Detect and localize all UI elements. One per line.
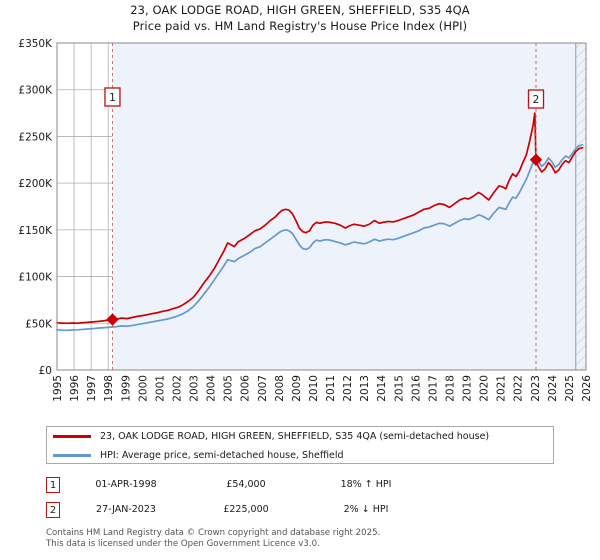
hatched-future-region — [575, 43, 586, 370]
x-axis-tick-labels: 1995 1996 1997 1998 1999 2000 2001 2002 2003 2004… — [52, 375, 593, 402]
table-row[interactable]: 1 01-APR-1998 £54,000 18% ↑ HPI — [46, 472, 554, 497]
y-axis-tick-labels: £0 £50K £100K £150K £200K £250K £300K £350K — [18, 38, 53, 377]
svg-text:2: 2 — [533, 94, 540, 106]
svg-text:2026: 2026 — [581, 375, 593, 402]
svg-text:£100K: £100K — [18, 272, 53, 284]
transactions-table: 1 01-APR-1998 £54,000 18% ↑ HPI 2 27-JAN… — [46, 472, 554, 522]
svg-text:2012: 2012 — [342, 375, 354, 402]
copyright-footer: Contains HM Land Registry data © Crown c… — [46, 528, 586, 550]
svg-text:2000: 2000 — [137, 375, 149, 402]
legend-label-hpi: HPI: Average price, semi-detached house,… — [100, 450, 344, 461]
transaction-badge-2: 2 — [46, 501, 60, 518]
transaction-badge-1: 1 — [46, 476, 60, 493]
transaction-hpi-delta-1: 18% ↑ HPI — [340, 479, 392, 490]
svg-text:1998: 1998 — [103, 375, 115, 402]
svg-text:2001: 2001 — [154, 375, 166, 402]
chart-legend: 23, OAK LODGE ROAD, HIGH GREEN, SHEFFIEL… — [46, 426, 554, 464]
svg-text:2016: 2016 — [410, 375, 422, 402]
transaction-date-2: 27-JAN-2023 — [96, 504, 156, 515]
svg-text:£300K: £300K — [18, 85, 53, 97]
svg-text:2009: 2009 — [291, 375, 303, 402]
svg-text:2003: 2003 — [189, 375, 201, 402]
svg-text:2013: 2013 — [359, 375, 371, 402]
svg-text:£200K: £200K — [18, 178, 53, 190]
axes — [56, 42, 587, 371]
svg-text:£350K: £350K — [18, 38, 53, 50]
svg-text:2018: 2018 — [444, 375, 456, 402]
svg-text:1999: 1999 — [120, 375, 132, 402]
svg-text:2017: 2017 — [427, 375, 439, 402]
svg-text:2022: 2022 — [513, 375, 525, 402]
svg-text:2014: 2014 — [376, 375, 388, 402]
svg-text:2025: 2025 — [564, 375, 576, 402]
legend-swatch-property — [53, 435, 91, 438]
svg-text:2005: 2005 — [223, 375, 235, 402]
svg-text:2020: 2020 — [479, 375, 491, 402]
svg-text:£50K: £50K — [25, 318, 53, 330]
svg-text:2011: 2011 — [325, 375, 337, 402]
svg-text:2019: 2019 — [462, 375, 474, 402]
svg-text:2015: 2015 — [393, 375, 405, 402]
legend-item-property: 23, OAK LODGE ROAD, HIGH GREEN, SHEFFIEL… — [47, 427, 553, 446]
shaded-region — [112, 43, 586, 370]
svg-text:£250K: £250K — [18, 131, 53, 143]
page-title: 23, OAK LODGE ROAD, HIGH GREEN, SHEFFIEL… — [0, 2, 600, 34]
svg-text:2010: 2010 — [308, 375, 320, 402]
series-lines — [56, 112, 584, 332]
svg-text:1995: 1995 — [52, 375, 64, 402]
legend-label-property: 23, OAK LODGE ROAD, HIGH GREEN, SHEFFIEL… — [100, 431, 490, 442]
legend-item-hpi: HPI: Average price, semi-detached house,… — [47, 446, 553, 465]
transaction-price-2: £225,000 — [223, 504, 269, 515]
transaction-price-1: £54,000 — [226, 479, 266, 490]
svg-text:1997: 1997 — [86, 375, 98, 402]
svg-text:2002: 2002 — [171, 375, 183, 402]
transaction-date-1: 01-APR-1998 — [95, 479, 157, 490]
svg-text:1996: 1996 — [69, 375, 81, 402]
svg-text:£0: £0 — [39, 365, 52, 377]
svg-text:2024: 2024 — [547, 375, 559, 402]
footer-line-1: Contains HM Land Registry data © Crown c… — [46, 528, 381, 538]
title-line-2: Price paid vs. HM Land Registry's House … — [132, 19, 468, 33]
svg-text:2008: 2008 — [274, 375, 286, 402]
transaction-hpi-delta-2: 2% ↓ HPI — [343, 504, 389, 515]
svg-text:1: 1 — [109, 92, 116, 104]
svg-text:£150K: £150K — [18, 225, 53, 237]
svg-text:2023: 2023 — [530, 375, 542, 402]
title-line-1: 23, OAK LODGE ROAD, HIGH GREEN, SHEFFIEL… — [130, 3, 470, 17]
svg-text:2004: 2004 — [206, 375, 218, 402]
legend-swatch-hpi — [53, 454, 91, 457]
svg-text:2006: 2006 — [240, 375, 252, 402]
svg-text:2021: 2021 — [496, 375, 508, 402]
table-row[interactable]: 2 27-JAN-2023 £225,000 2% ↓ HPI — [46, 497, 554, 522]
footer-line-2: This data is licensed under the Open Gov… — [46, 539, 320, 549]
svg-text:2007: 2007 — [257, 375, 269, 402]
